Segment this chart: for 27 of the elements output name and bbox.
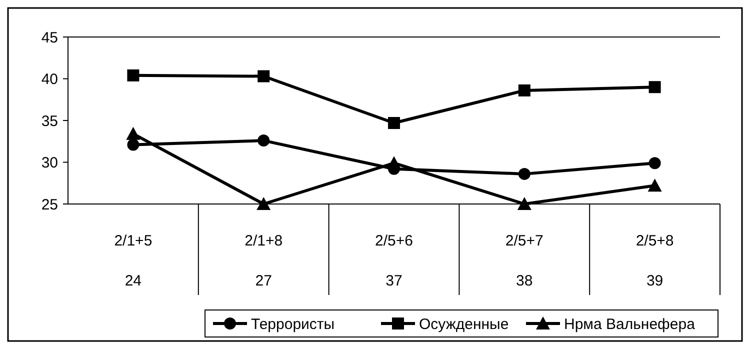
category-label: 2/1+5 24	[114, 232, 152, 290]
legend-label: Осужденные	[419, 316, 509, 333]
point	[518, 84, 530, 96]
point	[127, 138, 140, 151]
point	[126, 126, 140, 140]
point	[258, 134, 270, 147]
category-label: 2/5+7 38	[505, 232, 544, 290]
point	[648, 81, 661, 94]
point	[256, 197, 271, 210]
y-tick-label: 35	[41, 112, 58, 130]
point	[127, 69, 140, 82]
point	[518, 168, 530, 180]
category-label: 2/5+8 39	[636, 232, 674, 290]
point	[517, 197, 532, 210]
y-tick-label: 45	[41, 29, 58, 46]
point	[648, 178, 662, 192]
point	[648, 157, 661, 170]
y-tick-label: 25	[41, 196, 58, 214]
point	[388, 117, 400, 130]
point	[387, 156, 401, 170]
y-tick-label: 30	[41, 154, 58, 172]
legend-label: Нрма Вальнефера	[564, 316, 696, 333]
legend-label: Террористы	[251, 316, 335, 333]
category-label: 2/5+6 37	[375, 232, 413, 290]
point	[258, 70, 270, 82]
category-label: 2/1+8 27	[244, 232, 283, 290]
y-tick-label: 40	[41, 71, 58, 88]
